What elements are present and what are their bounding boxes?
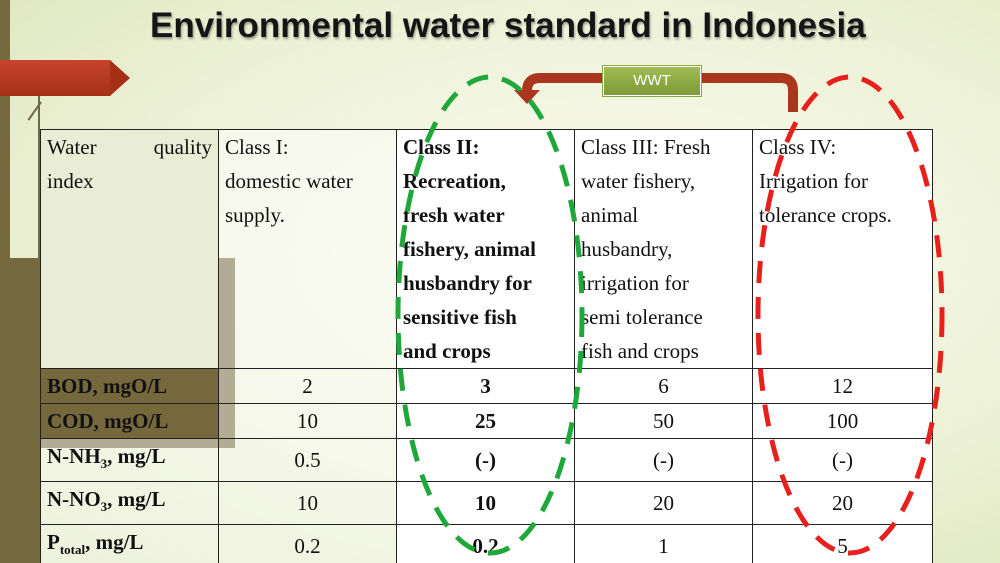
header-class2-line: Recreation, — [403, 169, 506, 193]
decor-red-banner — [0, 60, 110, 96]
row-label-ptotal: Ptotal, mg/L — [40, 524, 219, 563]
cell-cod-class2: 25 — [396, 403, 575, 439]
cell-nh3-class4: (-) — [752, 437, 933, 483]
header-class-2: Class II: Recreation, fresh water fisher… — [396, 129, 575, 369]
header-class3-line: husbandry, — [581, 237, 673, 261]
header-index-word2: quality — [153, 135, 212, 159]
arrow-head — [514, 90, 540, 104]
cell-no3-class4: 20 — [752, 481, 933, 526]
row-label-ptotal-main: P — [47, 530, 60, 555]
table-row: N-NH3, mg/L 0.5 (-) (-) (-) — [40, 437, 933, 483]
header-class3-line: irrigation for — [581, 271, 689, 295]
header-index-word3: index — [47, 169, 94, 193]
decor-olive-top-strip — [0, 0, 10, 258]
header-class4-line: Irrigation for — [759, 169, 869, 193]
cell-nh3-class2: (-) — [396, 437, 575, 483]
cell-nh3-class3: (-) — [574, 437, 753, 483]
row-label-ptotal-sub: total — [59, 542, 86, 558]
row-label-bod: BOD, mgO/L — [40, 368, 219, 404]
row-label-nh3: N-NH3, mg/L — [40, 437, 219, 483]
wwt-callout: WWT — [603, 66, 701, 96]
header-class4-line: Class IV: — [759, 135, 837, 159]
cell-cod-class4: 100 — [752, 403, 933, 439]
table-row: BOD, mgO/L 2 3 6 12 — [40, 368, 933, 404]
table-header-row: Water quality index Class I: domestic wat… — [40, 129, 933, 369]
water-standard-table: Water quality index Class I: domestic wat… — [40, 129, 933, 563]
header-class-4: Class IV: Irrigation for tolerance crops… — [752, 129, 933, 369]
header-class1-line: domestic water — [225, 169, 353, 193]
cell-cod-class1: 10 — [218, 403, 397, 439]
row-label-cod: COD, mgO/L — [40, 403, 219, 439]
decor-line-vertical — [38, 96, 40, 258]
cell-cod-class3: 50 — [574, 403, 753, 439]
row-label-no3-main: N-NO — [47, 487, 101, 512]
cell-no3-class3: 20 — [574, 481, 753, 526]
header-class2-line: sensitive fish — [403, 305, 517, 329]
cell-ptotal-class2: 0.2 — [396, 524, 575, 563]
cell-no3-class2: 10 — [396, 481, 575, 526]
table-row: N-NO3, mg/L 10 10 20 20 — [40, 481, 933, 526]
decor-olive-lower-strip — [0, 448, 40, 563]
slide-title: Environmental water standard in Indonesi… — [150, 6, 866, 45]
cell-bod-class1: 2 — [218, 368, 397, 404]
row-label-no3: N-NO3, mg/L — [40, 481, 219, 526]
header-class3-line: fish and crops — [581, 339, 699, 363]
cell-no3-class1: 10 — [218, 481, 397, 526]
cell-ptotal-class1: 0.2 — [218, 524, 397, 563]
table-row: COD, mgO/L 10 25 50 100 — [40, 403, 933, 439]
header-class2-line: Class II: — [403, 135, 480, 159]
row-label-ptotal-unit: , mg/L — [85, 530, 144, 555]
header-class2-line: husbandry for — [403, 271, 532, 295]
cell-nh3-class1: 0.5 — [218, 437, 397, 483]
cell-bod-class4: 12 — [752, 368, 933, 404]
row-label-nh3-sub: 3 — [100, 456, 108, 472]
header-class1-line: Class I: — [225, 135, 289, 159]
header-class2-line: fishery, animal — [403, 237, 537, 261]
cell-ptotal-class4: 5 — [752, 524, 933, 563]
header-class-3: Class III: Fresh water fishery, animal h… — [574, 129, 753, 369]
row-label-no3-sub: 3 — [100, 499, 108, 515]
header-class1-line: supply. — [225, 203, 285, 227]
header-class3-line: Class III: Fresh — [581, 135, 711, 159]
table-row: Ptotal, mg/L 0.2 0.2 1 5 — [40, 524, 933, 563]
decor-red-banner-tip — [110, 60, 130, 96]
header-class3-line: animal — [581, 203, 639, 227]
row-label-nh3-main: N-NH — [47, 444, 101, 468]
cell-bod-class2: 3 — [396, 368, 575, 404]
header-index-word1: Water — [47, 135, 97, 159]
header-class4-line: tolerance crops. — [759, 203, 892, 227]
header-class2-line: fresh water — [403, 203, 505, 227]
header-class3-line: semi tolerance — [581, 305, 703, 329]
row-label-nh3-unit: , mg/L — [107, 444, 166, 468]
header-class2-line: and crops — [403, 339, 491, 363]
cell-ptotal-class3: 1 — [574, 524, 753, 563]
header-class3-line: water fishery, — [581, 169, 696, 193]
header-water-quality-index: Water quality index — [40, 129, 219, 369]
row-label-no3-unit: , mg/L — [107, 487, 166, 512]
cell-bod-class3: 6 — [574, 368, 753, 404]
header-class-1: Class I: domestic water supply. — [218, 129, 397, 369]
